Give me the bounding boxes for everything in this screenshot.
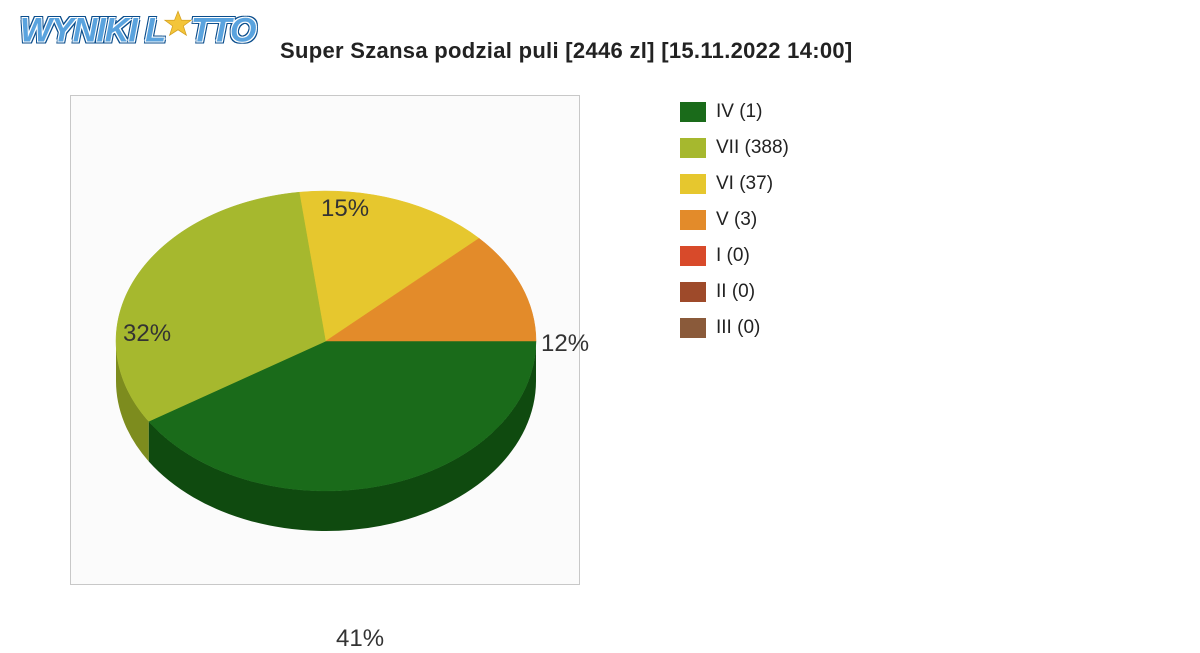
pie-top [116, 191, 536, 491]
legend-swatch [680, 174, 706, 194]
legend-item: III (0) [680, 316, 789, 340]
legend-label: IV (1) [716, 101, 762, 123]
pct-label-IV: 41% [336, 625, 384, 653]
star-icon [163, 10, 193, 49]
legend-item: VII (388) [680, 136, 789, 160]
legend-label: I (0) [716, 245, 750, 267]
legend-label: VI (37) [716, 173, 773, 195]
logo-word3: TTO [191, 11, 255, 49]
legend-item: VI (37) [680, 172, 789, 196]
legend-label: V (3) [716, 209, 757, 231]
legend-swatch [680, 282, 706, 302]
pie-chart: 41%32%15%12% [70, 95, 580, 585]
legend: IV (1) VII (388) VI (37) V (3) I (0) II (0) II… [680, 100, 789, 352]
legend-item: II (0) [680, 280, 789, 304]
legend-label: II (0) [716, 281, 755, 303]
chart-title: Super Szansa podzial puli [2446 zl] [15.… [280, 38, 853, 64]
legend-item: I (0) [680, 244, 789, 268]
legend-swatch [680, 318, 706, 338]
site-logo: WYNIKI LTTO [20, 10, 255, 55]
pct-label-VI: 15% [321, 195, 369, 223]
pct-label-V: 12% [541, 330, 589, 358]
legend-item: IV (1) [680, 100, 789, 124]
legend-swatch [680, 246, 706, 266]
legend-swatch [680, 102, 706, 122]
pct-label-VII: 32% [123, 320, 171, 348]
logo-word1: WYNIKI [20, 11, 137, 49]
legend-swatch [680, 210, 706, 230]
legend-label: VII (388) [716, 137, 789, 159]
legend-label: III (0) [716, 317, 760, 339]
legend-item: V (3) [680, 208, 789, 232]
legend-swatch [680, 138, 706, 158]
